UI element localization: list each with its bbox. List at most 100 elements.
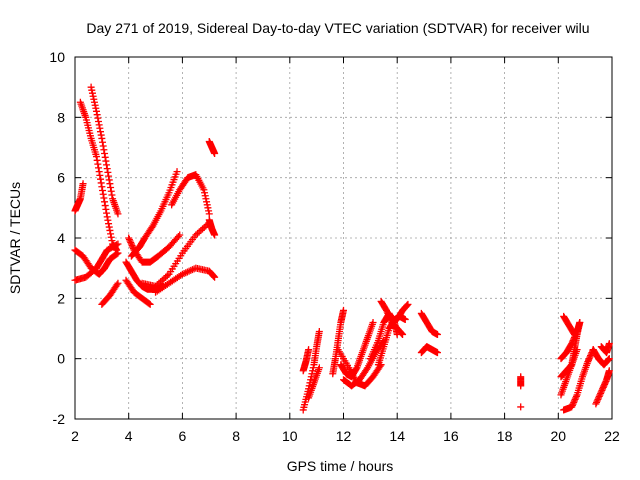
data-point	[401, 315, 409, 323]
data-point	[125, 236, 133, 244]
data-point	[188, 266, 196, 274]
data-point	[114, 279, 122, 287]
data-point	[352, 365, 360, 373]
data-point	[570, 398, 578, 406]
data-point	[315, 364, 323, 372]
data-point	[91, 101, 99, 109]
x-tick-labels: 2 4 6 8 10 12 14 16 18 20 22	[71, 428, 620, 444]
data-point	[433, 349, 441, 357]
data-point	[403, 302, 411, 310]
data-point	[96, 171, 104, 179]
data-point	[517, 403, 525, 411]
y-tick-labels: -2 0 2 4 6 8 10	[49, 49, 65, 427]
data-point	[96, 124, 104, 132]
data-point	[587, 352, 595, 360]
data-point	[158, 276, 166, 284]
data-point	[568, 338, 576, 346]
data-point	[397, 329, 405, 337]
y-tick-label: 10	[49, 49, 65, 65]
data-point	[101, 202, 109, 210]
data-point	[385, 312, 393, 320]
data-point	[94, 160, 102, 168]
data-point	[601, 380, 609, 388]
data-point	[108, 237, 116, 245]
data-point	[106, 226, 114, 234]
data-point	[102, 205, 110, 213]
data-point	[369, 318, 377, 326]
data-point	[152, 282, 160, 290]
y-tick-label: -2	[53, 411, 66, 427]
data-point	[309, 364, 317, 372]
data-point	[155, 279, 163, 287]
data-point	[433, 331, 441, 339]
data-point	[605, 367, 613, 375]
data-point	[178, 270, 186, 278]
data-point	[604, 356, 612, 364]
data-point	[600, 382, 608, 390]
y-tick-label: 4	[57, 230, 65, 246]
data-point	[594, 395, 602, 403]
data-point	[94, 117, 102, 125]
data-point	[605, 355, 613, 363]
data-point	[105, 176, 113, 184]
data-point	[162, 273, 170, 281]
data-point	[160, 275, 168, 283]
data-point	[573, 346, 581, 354]
data-point	[89, 92, 97, 100]
data-point	[201, 192, 209, 200]
x-axis-label: GPS time / hours	[287, 458, 394, 474]
data-point	[570, 397, 578, 405]
data-point	[101, 150, 109, 158]
x-tick-label: 12	[336, 428, 352, 444]
data-point	[211, 150, 219, 158]
x-tick-label: 22	[604, 428, 620, 444]
data-point	[605, 340, 613, 348]
y-tick-label: 8	[57, 109, 65, 125]
data-point	[592, 400, 600, 408]
data-point	[125, 234, 133, 242]
data-point	[126, 237, 134, 245]
data-point	[599, 385, 607, 393]
data-point	[98, 183, 106, 191]
x-tick-label: 4	[125, 428, 133, 444]
data-point	[106, 180, 114, 188]
data-point	[576, 318, 584, 326]
data-point	[105, 172, 113, 180]
data-points	[71, 83, 613, 414]
data-point	[595, 394, 603, 402]
grid-lines	[75, 57, 612, 419]
data-point	[340, 306, 347, 314]
x-tick-label: 10	[282, 428, 298, 444]
x-tick-label: 16	[443, 428, 459, 444]
data-point	[195, 228, 203, 236]
data-point	[79, 180, 87, 188]
data-point	[199, 225, 207, 233]
data-point	[183, 268, 191, 276]
data-point	[105, 220, 113, 228]
data-point	[572, 392, 580, 400]
x-tick-label: 14	[389, 428, 405, 444]
data-point	[99, 142, 107, 150]
data-point	[569, 337, 577, 345]
data-point	[146, 300, 154, 308]
data-point	[386, 314, 394, 322]
data-point	[197, 226, 205, 234]
y-tick-label: 6	[57, 170, 65, 186]
data-point	[88, 86, 96, 94]
data-point	[105, 223, 113, 231]
data-point	[108, 191, 116, 199]
chart-title: Day 271 of 2019, Sidereal Day-to-day VTE…	[86, 20, 589, 36]
data-point	[99, 190, 107, 198]
data-point	[100, 146, 108, 154]
data-point	[174, 232, 182, 240]
data-point	[386, 315, 394, 323]
data-point	[569, 400, 577, 408]
data-point	[103, 165, 111, 173]
data-point	[382, 306, 390, 314]
x-tick-label: 20	[551, 428, 567, 444]
data-point	[173, 168, 181, 176]
data-point	[200, 186, 208, 194]
x-tick-label: 2	[71, 428, 79, 444]
axis-ticks	[74, 56, 613, 420]
data-point	[192, 231, 200, 239]
